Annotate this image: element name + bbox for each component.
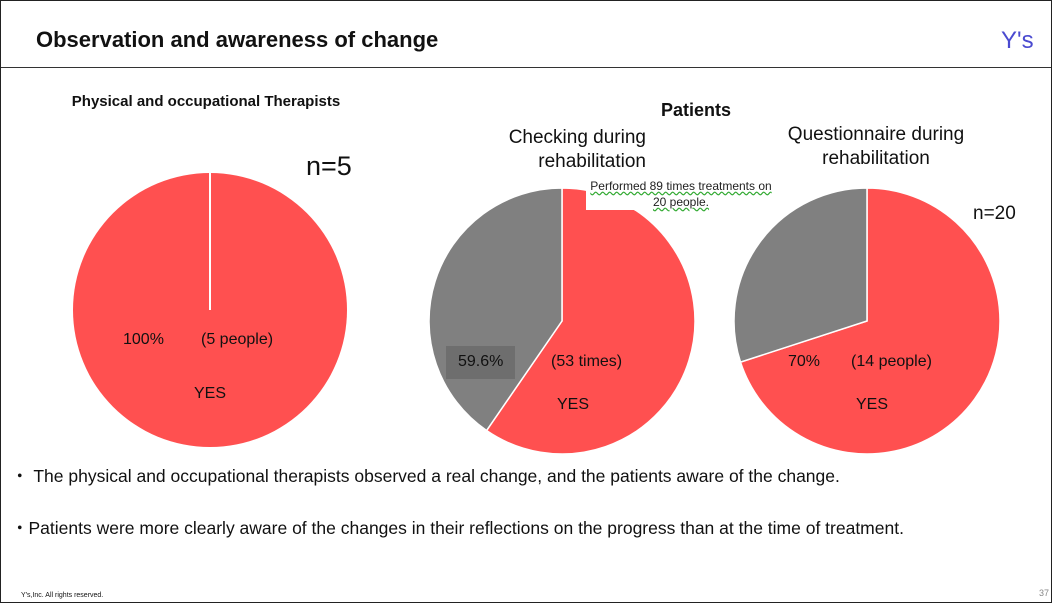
- category-label: YES: [194, 385, 227, 402]
- chart-title: Physical and occupational Therapists: [71, 93, 341, 110]
- value-label: 70%: [788, 353, 821, 370]
- chart-title: Questionnaire during rehabilitation: [787, 124, 965, 169]
- category-label: YES: [557, 396, 590, 413]
- pie-slice: [733, 187, 868, 364]
- header-rule: [1, 67, 1051, 68]
- pie-slice: [739, 187, 1001, 455]
- footer: Y's,Inc. All rights reserved.: [21, 592, 104, 599]
- note: Performed 89 times treatments on 20 peop…: [586, 178, 776, 210]
- count-label: (5 people): [201, 331, 274, 348]
- bullet: ・Patients were more clearly aware of the…: [11, 518, 904, 538]
- value-label: 100%: [123, 331, 164, 348]
- chart-title: Checking during rehabilitation: [508, 127, 646, 172]
- sample-size: n=20: [973, 203, 1016, 224]
- bullet: ・ The physical and occupational therapis…: [11, 466, 840, 486]
- page-number: 37: [1039, 588, 1050, 598]
- count-label: (53 times): [551, 353, 623, 370]
- count-label: (14 people): [851, 353, 932, 370]
- value-label: 59.6%: [446, 346, 516, 379]
- logo: Y's: [1001, 27, 1034, 54]
- slide-title: Observation and awareness of change: [36, 27, 439, 52]
- group-label: Patients: [661, 100, 732, 120]
- sample-size: n=5: [306, 151, 352, 181]
- category-label: YES: [856, 396, 889, 413]
